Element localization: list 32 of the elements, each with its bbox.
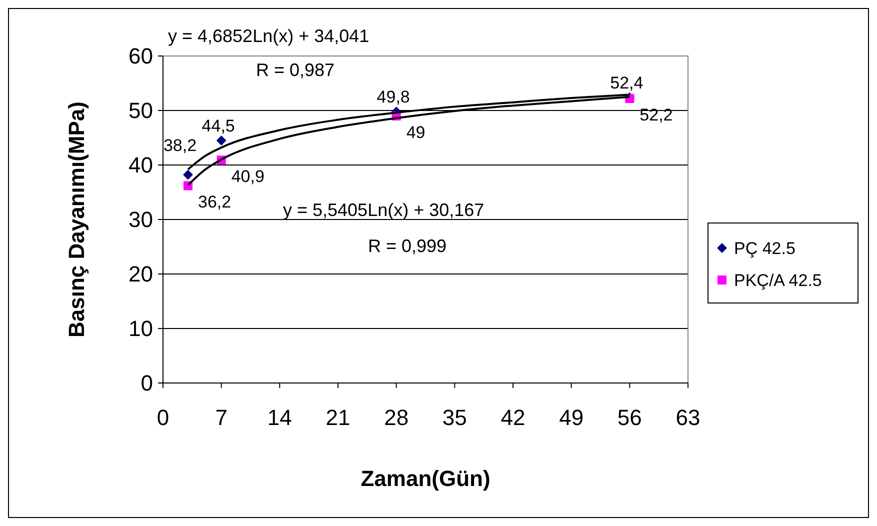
x-tick-label: 21 [326, 405, 350, 430]
data-label: 38,2 [163, 136, 197, 155]
data-label: 52,4 [610, 73, 644, 92]
x-tick-label: 35 [442, 405, 467, 430]
annotation: y = 5,5405Ln(x) + 30,167 [283, 200, 484, 220]
x-tick-label: 28 [384, 405, 409, 430]
y-tick-label: 40 [128, 152, 153, 178]
y-tick-label: 60 [128, 44, 153, 69]
y-tick-label: 0 [140, 370, 153, 396]
data-label: 49 [406, 122, 426, 142]
x-tick-label: 42 [500, 405, 526, 430]
y-tick-label: 10 [128, 316, 153, 342]
data-label: 36,2 [198, 192, 232, 212]
legend-label: PÇ 42.5 [734, 238, 796, 258]
x-axis-title: Zaman(Gün) [360, 466, 490, 491]
x-tick-label: 0 [156, 405, 170, 430]
x-tick-label: 63 [676, 405, 700, 430]
x-tick-label: 56 [617, 405, 642, 430]
data-label: 40,9 [231, 167, 264, 186]
y-tick-label: 50 [128, 98, 153, 124]
data-label: 44,5 [202, 116, 235, 136]
y-tick-label: 20 [128, 262, 153, 287]
annotation: R = 0,987 [256, 60, 335, 80]
legend-label: PKÇ/A 42.5 [734, 270, 822, 290]
y-tick-label: 30 [128, 207, 153, 232]
x-tick-label: 7 [215, 405, 228, 430]
annotation: R = 0,999 [368, 236, 447, 256]
x-tick-label: 14 [267, 405, 292, 430]
y-axis-title: Basınç Dayanımı(MPa) [64, 102, 89, 338]
data-label: 49,8 [376, 88, 410, 107]
text: y = 4,6852Ln(x) + 34,041 [168, 26, 370, 46]
x-tick-label: 49 [559, 405, 584, 430]
